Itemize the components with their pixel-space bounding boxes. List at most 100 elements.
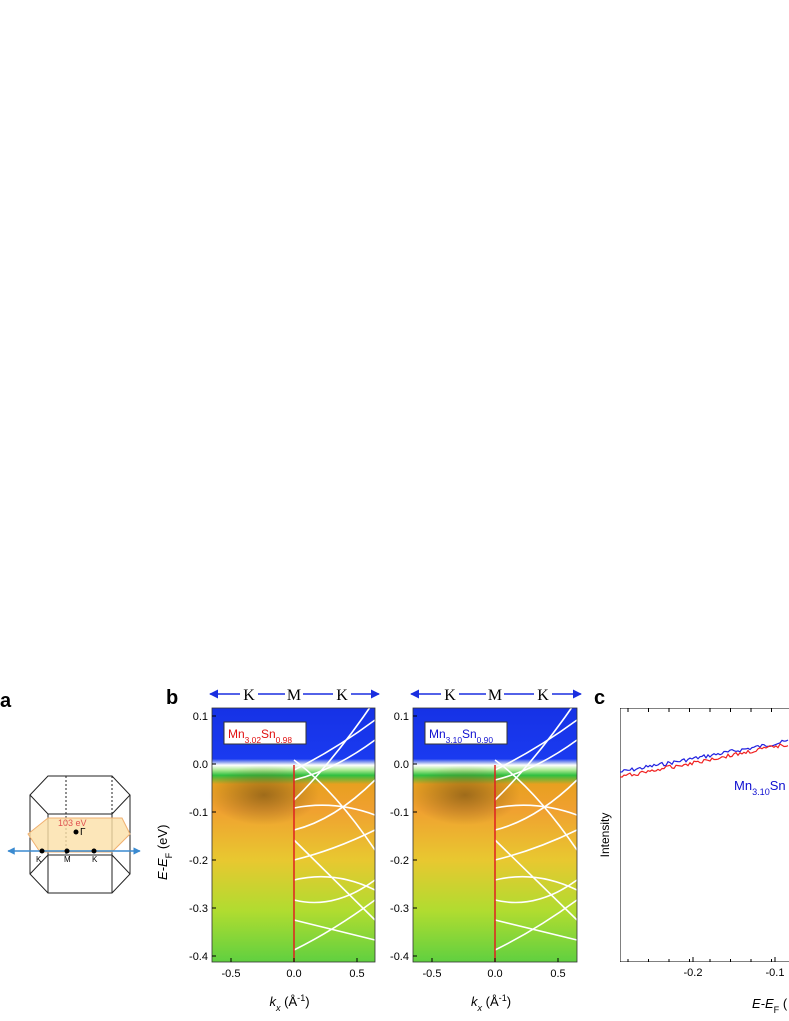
gamma-point (73, 829, 79, 835)
y-tick-label: -0.4 (390, 951, 409, 963)
x-axis-label-part: (Å (281, 994, 298, 1009)
y-axis-label: Intensity (598, 813, 612, 858)
x-axis-label-part: x (477, 1003, 483, 1013)
point-label: K (92, 855, 98, 864)
y-tick-label: 0.1 (394, 711, 409, 723)
band (494, 739, 578, 781)
panel-label: a (0, 690, 12, 712)
y-axis-label-part: (eV) (155, 825, 170, 853)
point-label: K (36, 855, 42, 864)
intensity-spot (410, 765, 520, 825)
y-tick-label: -0.3 (390, 903, 409, 915)
band (293, 829, 376, 861)
y-tick-label: 0.1 (193, 711, 208, 723)
spectrum-plot (620, 708, 789, 962)
legend-label-part: Mn (734, 778, 752, 793)
bottom-hexagon (29, 854, 131, 894)
band (494, 804, 578, 816)
sample-label-part: 3.10 (446, 735, 463, 745)
y-tick-label: 0.0 (193, 759, 208, 771)
x-tick-label: 0.5 (550, 968, 565, 980)
photon-energy: 103 eV (58, 818, 87, 828)
x-axis-label-part: E-E (752, 996, 774, 1011)
band (494, 899, 578, 951)
band (494, 839, 578, 921)
spectrum-line (620, 739, 789, 773)
path-label: M (488, 687, 502, 704)
legend-label-part: Sn (770, 778, 786, 793)
sample-label-part: Mn (429, 727, 446, 741)
band (293, 739, 376, 781)
path-label: K (444, 687, 456, 704)
path-label-bg (486, 685, 504, 703)
x-axis-label: kx (Å-1) (270, 993, 310, 1013)
sample-box (223, 721, 307, 745)
path-label-bg (534, 685, 552, 703)
path-label-bg (441, 685, 459, 703)
y-tick-label: -0.1 (390, 807, 409, 819)
path-label: K (243, 687, 255, 704)
y-axis-label-part: F (164, 852, 174, 858)
path-label-bg (240, 685, 258, 703)
band (293, 779, 376, 831)
y-tick-label: -0.1 (189, 807, 208, 819)
band (494, 779, 578, 831)
path-label-bg (333, 685, 351, 703)
x-axis-label-part: -1 (499, 993, 507, 1003)
y-axis-label-part: E-E (155, 858, 170, 880)
x-tick-label: -0.5 (222, 968, 241, 980)
band (293, 879, 376, 904)
y-tick-label: 0.0 (394, 759, 409, 771)
y-tick-label: -0.4 (189, 951, 208, 963)
sample-label: Mn3.02Sn0.98 (228, 727, 292, 745)
x-tick-label: 0.5 (349, 968, 364, 980)
sample-label-part: Sn (462, 727, 477, 741)
x-axis-label-part: (Å (482, 994, 499, 1009)
k-point (91, 848, 97, 854)
sample-label-part: 0.98 (276, 735, 293, 745)
k-point (39, 848, 45, 854)
x-axis-label: E-EF ( (752, 996, 788, 1015)
band (494, 919, 578, 941)
x-axis-label-part: k (270, 994, 278, 1009)
brillouin-zone (7, 775, 141, 894)
x-tick-label: -0.1 (766, 967, 785, 979)
band (293, 759, 376, 851)
sample-label-part: 3.02 (245, 735, 262, 745)
x-tick-label: 0.0 (286, 968, 301, 980)
x-tick-label: -0.2 (684, 967, 703, 979)
sample-label: Mn3.10Sn0.90 (429, 727, 493, 745)
sample-label-part: Sn (261, 727, 276, 741)
band (293, 804, 376, 816)
intensity-spot (209, 765, 319, 825)
y-axis-label: E-EF (eV) (155, 825, 174, 880)
x-axis-label-part: k (471, 994, 479, 1009)
x-axis-label-part: F (774, 1005, 780, 1015)
sample-box (424, 721, 508, 745)
top-hexagon (29, 775, 131, 815)
band (494, 879, 578, 904)
x-axis-label-part: ) (507, 994, 511, 1009)
band (293, 839, 376, 921)
path-label: K (537, 687, 549, 704)
gamma-label: Γ (80, 827, 86, 838)
band (494, 829, 578, 861)
spectrum-line (620, 743, 789, 778)
m-point (64, 848, 70, 854)
point-label: M (64, 855, 71, 864)
path-label: M (287, 687, 301, 704)
x-axis-label-part: x (275, 1003, 281, 1013)
band (494, 759, 578, 851)
legend-label-part: 3.10 (752, 787, 770, 797)
band (293, 699, 376, 801)
band (293, 919, 376, 941)
x-axis-label-part: ) (305, 994, 309, 1009)
y-tick-label: -0.2 (189, 855, 208, 867)
x-tick-label: 0.0 (487, 968, 502, 980)
x-axis-label: kx (Å-1) (471, 993, 511, 1013)
y-tick-label: -0.3 (189, 903, 208, 915)
legend-label: Mn3.10Sn (734, 778, 786, 797)
sample-label-part: 0.90 (477, 735, 494, 745)
